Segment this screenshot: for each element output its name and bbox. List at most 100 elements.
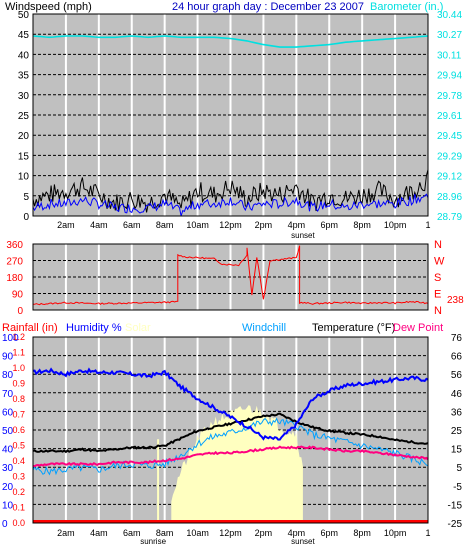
temperature-tick: 56 <box>451 370 463 381</box>
humidity-tick: 40 <box>2 445 14 456</box>
windspeed-tick: 0 <box>23 212 29 223</box>
barometer-tick: 29.29 <box>437 151 462 162</box>
windchill-legend: Windchill <box>242 322 286 334</box>
wind-direction-line <box>32 245 429 306</box>
temperature-tick: -25 <box>448 519 463 530</box>
windspeed-tick: 10 <box>18 172 30 183</box>
humidity-line <box>32 367 429 441</box>
rainfall-tick: 0.1 <box>12 503 25 513</box>
temperature-line <box>32 412 429 454</box>
barometer-tick: 29.94 <box>437 71 462 82</box>
humidity-tick: 80 <box>2 370 14 381</box>
humidity-tick: 30 <box>2 463 14 474</box>
temperature-tick: 15 <box>451 445 463 456</box>
dewpoint-line <box>32 445 429 468</box>
windspeed-tick: 25 <box>18 111 30 122</box>
windchill-line <box>32 417 429 476</box>
direction-compass-tick: S <box>434 272 441 284</box>
temperature-tick: 66 <box>451 352 463 363</box>
wind-panel-border <box>32 13 429 217</box>
rainfall-tick: 0.9 <box>12 379 25 389</box>
humidity-tick: 90 <box>2 352 14 363</box>
temperature-legend: Temperature (°F) <box>312 322 395 334</box>
barometer-tick: 28.79 <box>437 212 462 223</box>
humidity-tick: 100 <box>2 333 19 344</box>
temperature-tick: 5 <box>456 463 462 474</box>
humidity-tick: 50 <box>2 426 14 437</box>
temp-panel-time-tick: 6pm <box>320 528 338 538</box>
wind-panel-time-tick: 4am <box>90 220 108 230</box>
barometer-line <box>32 35 429 48</box>
rainfall-tick: 0.2 <box>12 487 25 497</box>
temp-panel-time-tick: 2am <box>57 528 75 538</box>
temperature-tick: 76 <box>451 333 463 344</box>
rainfall-tick: 1.2 <box>12 332 25 342</box>
wind-panel-time-tick: 10am <box>186 220 209 230</box>
barometer-axis-label: Barometer (in.) <box>370 1 443 13</box>
wind-panel-time-tick: 6pm <box>320 220 338 230</box>
barometer-tick: 29.12 <box>437 172 462 183</box>
direction-degree-tick: 270 <box>6 257 23 268</box>
barometer-tick: 30.27 <box>437 30 462 41</box>
graph-title: 24 hour graph day : December 23 2007 <box>172 1 364 13</box>
direction-degree-tick: 360 <box>6 240 23 251</box>
direction-current-value: 238 <box>447 295 464 306</box>
dewpoint-legend: Dew Point <box>393 322 443 334</box>
wind-panel-time-tick: 1 <box>425 220 430 230</box>
windspeed-tick: 35 <box>18 71 30 82</box>
windspeed-tick: 5 <box>23 192 29 203</box>
barometer-tick: 29.61 <box>437 111 462 122</box>
sunset-label: sunset <box>291 231 315 240</box>
temperature-tick: 36 <box>451 407 463 418</box>
barometer-tick: 28.96 <box>437 192 462 203</box>
windspeed-average-line <box>32 193 429 217</box>
direction-degree-tick: 180 <box>6 273 23 284</box>
wind-panel-time-tick: 6am <box>123 220 141 230</box>
humidity-tick: 70 <box>2 389 14 400</box>
direction-compass-tick: N <box>434 239 442 251</box>
humidity-tick: 10 <box>2 500 14 511</box>
windspeed-axis-label: Windspeed (mph) <box>5 1 92 13</box>
rainfall-tick: 0.4 <box>12 456 25 466</box>
solar-legend: Solar <box>125 322 151 334</box>
chart-layer: 0510152025303540455028.7928.9629.1229.29… <box>2 10 464 546</box>
wind-panel-time-tick: 8pm <box>353 220 371 230</box>
temp-panel-time-tick: 6am <box>123 528 141 538</box>
temperature-tick: -15 <box>448 500 463 511</box>
temperature-tick: -5 <box>453 482 462 493</box>
rainfall-tick: 0.7 <box>12 410 25 420</box>
direction-compass-tick: N <box>434 305 442 317</box>
temp-panel-border <box>32 336 429 524</box>
rainfall-tick: 1.0 <box>12 363 25 373</box>
sunrise-label: sunrise <box>140 537 166 546</box>
barometer-tick: 29.45 <box>437 131 462 142</box>
windspeed-tick: 15 <box>18 151 30 162</box>
temp-panel-time-tick: 2pm <box>255 528 273 538</box>
rainfall-tick: 0.8 <box>12 394 25 404</box>
wind-panel-time-tick: 4pm <box>288 220 306 230</box>
humidity-tick: 20 <box>2 482 14 493</box>
wind-panel-time-tick: 8am <box>156 220 174 230</box>
temperature-tick: 25 <box>451 426 463 437</box>
wind-panel-time-tick: 10pm <box>384 220 407 230</box>
rainfall-tick: 0.6 <box>12 425 25 435</box>
wind-panel-time-tick: 2am <box>57 220 75 230</box>
rainfall-bar <box>33 520 428 523</box>
windspeed-tick: 40 <box>18 50 30 61</box>
rainfall-tick: 0.0 <box>12 518 25 528</box>
direction-degree-tick: 90 <box>12 290 24 301</box>
windspeed-tick: 30 <box>18 91 30 102</box>
humidity-tick: 0 <box>2 519 8 530</box>
rainfall-tick: 0.3 <box>12 472 25 482</box>
humidity-tick: 60 <box>2 407 14 418</box>
direction-panel-border <box>32 243 429 311</box>
temp-panel-time-tick: 4pm <box>288 528 306 538</box>
barometer-tick: 29.78 <box>437 91 462 102</box>
rainfall-tick: 1.1 <box>12 348 25 358</box>
temp-panel-time-tick: 1 <box>425 528 430 538</box>
humidity-legend: Humidity % <box>66 322 122 334</box>
temp-panel-time-tick: 8am <box>156 528 174 538</box>
solar-area <box>171 405 303 523</box>
